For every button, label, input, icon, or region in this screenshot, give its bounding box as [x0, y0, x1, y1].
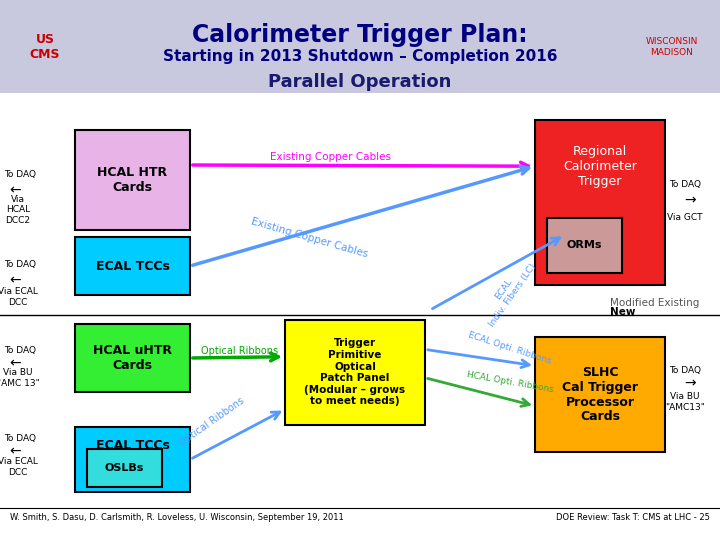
Text: Existing Copper Cables: Existing Copper Cables: [269, 152, 390, 162]
Bar: [75, 130, 190, 230]
Text: ECAL
Indiv. Fibers (LC): ECAL Indiv. Fibers (LC): [479, 255, 538, 328]
Text: Regional
Calorimeter
Trigger: Regional Calorimeter Trigger: [563, 145, 637, 188]
Text: Optical Ribbons: Optical Ribbons: [178, 396, 246, 448]
Bar: [87, 449, 162, 487]
Bar: [535, 120, 665, 285]
Text: To DAQ: To DAQ: [4, 171, 36, 179]
Text: ECAL Opti. Ribbons: ECAL Opti. Ribbons: [467, 330, 553, 366]
Text: HCAL HTR
Cards: HCAL HTR Cards: [97, 166, 168, 194]
Text: Via BU
"AMC13": Via BU "AMC13": [665, 392, 705, 411]
Text: Trigger
Primitive
Optical
Patch Panel
(Modular – grows
to meet needs): Trigger Primitive Optical Patch Panel (M…: [305, 339, 405, 407]
Text: ECAL TCCs: ECAL TCCs: [96, 260, 169, 273]
Text: ORMs: ORMs: [567, 240, 602, 251]
Text: WISCONSIN
MADISON: WISCONSIN MADISON: [646, 37, 698, 57]
Text: To DAQ: To DAQ: [669, 366, 701, 375]
Text: To DAQ: To DAQ: [4, 260, 36, 269]
Text: To DAQ: To DAQ: [4, 434, 36, 442]
Text: Via
HCAL
DCC2: Via HCAL DCC2: [6, 195, 30, 225]
Text: SLHC
Cal Trigger
Processor
Cards: SLHC Cal Trigger Processor Cards: [562, 366, 638, 423]
Text: To DAQ: To DAQ: [4, 346, 36, 354]
Text: HCAL Opti. Ribbons: HCAL Opti. Ribbons: [466, 370, 554, 394]
Text: Existing Copper Cables: Existing Copper Cables: [251, 217, 369, 260]
Text: ←: ←: [9, 444, 21, 458]
Bar: [547, 218, 622, 273]
Text: Starting in 2013 Shutdown – Completion 2016: Starting in 2013 Shutdown – Completion 2…: [163, 50, 557, 64]
Bar: [75, 324, 190, 392]
Bar: [75, 427, 190, 492]
Text: →: →: [684, 193, 696, 207]
Bar: [75, 237, 190, 295]
Text: Via BU
"AMC 13": Via BU "AMC 13": [0, 368, 40, 388]
Text: Calorimeter Trigger Plan:: Calorimeter Trigger Plan:: [192, 23, 528, 47]
Text: Modified Existing: Modified Existing: [610, 298, 699, 308]
Text: Via GCT: Via GCT: [667, 213, 703, 221]
Text: ←: ←: [9, 273, 21, 287]
Text: Via ECAL
DCC: Via ECAL DCC: [0, 457, 38, 477]
Text: HCAL uHTR
Cards: HCAL uHTR Cards: [93, 344, 172, 372]
Text: Parallel Operation: Parallel Operation: [269, 73, 451, 91]
Bar: [285, 320, 425, 425]
Text: US
CMS: US CMS: [30, 33, 60, 61]
Text: W. Smith, S. Dasu, D. Carlsmith, R. Loveless, U. Wisconsin, September 19, 2011: W. Smith, S. Dasu, D. Carlsmith, R. Love…: [10, 514, 343, 523]
Text: ECAL TCCs: ECAL TCCs: [96, 438, 169, 451]
Text: ←: ←: [9, 183, 21, 197]
Text: Via ECAL
DCC: Via ECAL DCC: [0, 287, 38, 307]
Text: New: New: [610, 307, 636, 317]
Bar: [535, 337, 665, 452]
Text: Optical Ribbons: Optical Ribbons: [202, 346, 279, 356]
Text: →: →: [684, 376, 696, 390]
Text: ←: ←: [9, 356, 21, 370]
Text: To DAQ: To DAQ: [669, 180, 701, 190]
Text: DOE Review: Task T: CMS at LHC - 25: DOE Review: Task T: CMS at LHC - 25: [556, 514, 710, 523]
Bar: [0, 0, 720, 93]
Text: OSLBs: OSLBs: [105, 463, 144, 473]
